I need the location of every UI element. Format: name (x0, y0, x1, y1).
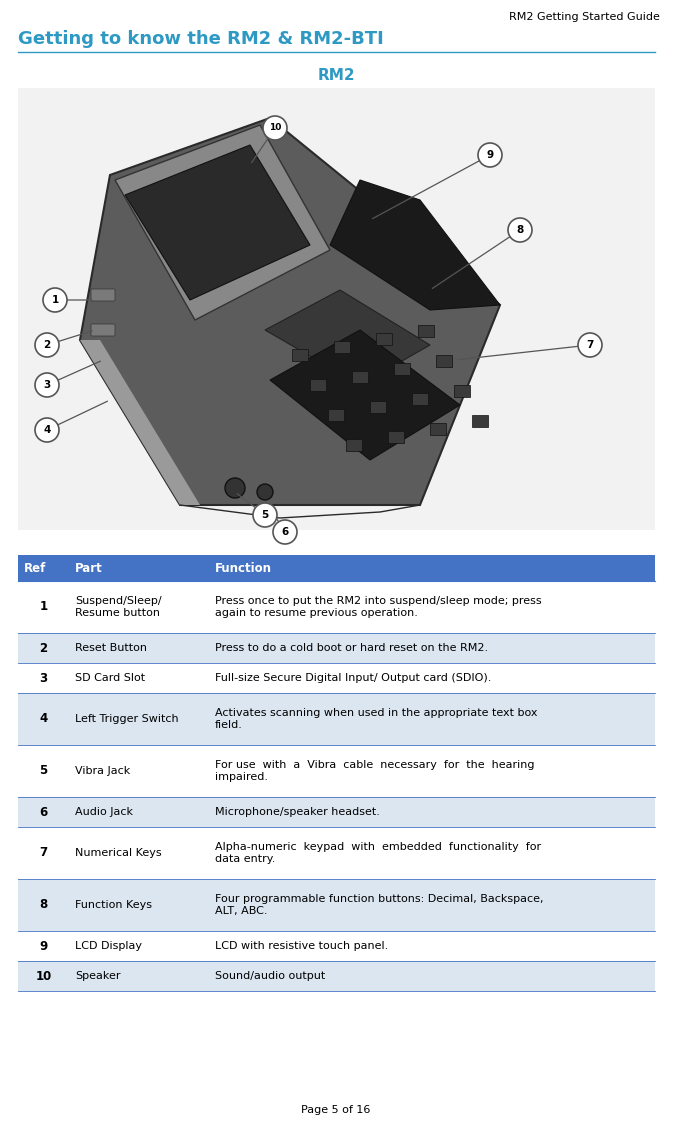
Circle shape (273, 520, 297, 544)
Text: Ref: Ref (24, 562, 46, 574)
Text: Left Trigger Switch: Left Trigger Switch (75, 714, 178, 724)
FancyBboxPatch shape (18, 879, 655, 931)
Polygon shape (265, 290, 430, 385)
FancyBboxPatch shape (18, 931, 655, 962)
Polygon shape (270, 330, 460, 460)
Polygon shape (352, 371, 368, 383)
Text: 6: 6 (281, 526, 289, 537)
FancyBboxPatch shape (18, 88, 655, 530)
Circle shape (225, 478, 245, 498)
Polygon shape (115, 124, 330, 320)
Text: Page 5 of 16: Page 5 of 16 (302, 1105, 371, 1115)
FancyBboxPatch shape (18, 693, 655, 745)
Text: Press once to put the RM2 into suspend/sleep mode; press
again to resume previou: Press once to put the RM2 into suspend/s… (215, 596, 542, 618)
Polygon shape (376, 333, 392, 345)
Text: Part: Part (75, 562, 103, 574)
FancyBboxPatch shape (91, 324, 115, 336)
Text: RM2: RM2 (317, 69, 355, 83)
Text: Press to do a cold boot or hard reset on the RM2.: Press to do a cold boot or hard reset on… (215, 643, 488, 653)
Circle shape (253, 502, 277, 526)
Polygon shape (472, 415, 488, 427)
FancyBboxPatch shape (18, 962, 655, 991)
Polygon shape (430, 423, 446, 435)
Polygon shape (418, 325, 434, 337)
Text: 8: 8 (516, 225, 524, 235)
Text: Activates scanning when used in the appropriate text box
field.: Activates scanning when used in the appr… (215, 708, 538, 730)
Text: Speaker: Speaker (75, 971, 120, 981)
Text: 4: 4 (39, 713, 48, 725)
FancyBboxPatch shape (18, 745, 655, 797)
Circle shape (43, 288, 67, 312)
Polygon shape (125, 145, 310, 300)
Circle shape (263, 116, 287, 140)
Text: 10: 10 (36, 970, 52, 982)
Polygon shape (436, 355, 452, 367)
Circle shape (35, 373, 59, 397)
Text: 5: 5 (261, 510, 269, 520)
Text: 5: 5 (39, 764, 48, 778)
Text: 2: 2 (40, 642, 48, 654)
Polygon shape (412, 393, 428, 405)
Circle shape (35, 333, 59, 357)
Text: 2: 2 (43, 340, 50, 349)
Text: Function Keys: Function Keys (75, 900, 152, 910)
Text: 9: 9 (487, 150, 493, 160)
FancyBboxPatch shape (18, 664, 655, 693)
FancyBboxPatch shape (91, 289, 115, 301)
Text: Microphone/speaker headset.: Microphone/speaker headset. (215, 807, 380, 817)
Text: Alpha-numeric  keypad  with  embedded  functionality  for
data entry.: Alpha-numeric keypad with embedded funct… (215, 842, 541, 863)
Text: Full-size Secure Digital Input/ Output card (SDIO).: Full-size Secure Digital Input/ Output c… (215, 673, 491, 683)
Circle shape (508, 218, 532, 242)
Text: LCD Display: LCD Display (75, 941, 142, 951)
Text: 7: 7 (586, 340, 594, 349)
Polygon shape (454, 385, 470, 397)
FancyBboxPatch shape (18, 797, 655, 827)
Text: Getting to know the RM2 & RM2-BTI: Getting to know the RM2 & RM2-BTI (18, 30, 384, 48)
Text: 10: 10 (269, 123, 281, 132)
Text: 3: 3 (43, 380, 50, 391)
Text: 4: 4 (43, 425, 50, 435)
FancyBboxPatch shape (18, 827, 655, 879)
Polygon shape (80, 118, 500, 505)
Text: Suspend/Sleep/
Resume button: Suspend/Sleep/ Resume button (75, 596, 162, 618)
Text: For use  with  a  Vibra  cable  necessary  for  the  hearing
impaired.: For use with a Vibra cable necessary for… (215, 761, 534, 782)
Polygon shape (370, 401, 386, 413)
FancyBboxPatch shape (18, 555, 655, 581)
Text: 3: 3 (40, 671, 48, 684)
Text: RM2 Getting Started Guide: RM2 Getting Started Guide (509, 13, 660, 22)
Text: 1: 1 (51, 295, 59, 305)
Text: SD Card Slot: SD Card Slot (75, 673, 145, 683)
Polygon shape (394, 363, 410, 375)
Text: 7: 7 (40, 846, 48, 860)
Polygon shape (334, 341, 350, 353)
Circle shape (578, 333, 602, 357)
Polygon shape (310, 379, 326, 391)
FancyBboxPatch shape (18, 581, 655, 633)
Polygon shape (80, 340, 200, 505)
Text: Four programmable function buttons: Decimal, Backspace,
ALT, ABC.: Four programmable function buttons: Deci… (215, 894, 544, 916)
Polygon shape (388, 431, 404, 443)
Text: 1: 1 (40, 601, 48, 613)
Text: LCD with resistive touch panel.: LCD with resistive touch panel. (215, 941, 388, 951)
Text: Audio Jack: Audio Jack (75, 807, 133, 817)
Polygon shape (328, 409, 344, 421)
Text: 6: 6 (39, 805, 48, 819)
Text: Vibra Jack: Vibra Jack (75, 766, 130, 777)
Circle shape (478, 143, 502, 167)
Polygon shape (292, 349, 308, 361)
Text: Reset Button: Reset Button (75, 643, 147, 653)
Text: Numerical Keys: Numerical Keys (75, 849, 162, 858)
Polygon shape (346, 439, 362, 451)
Circle shape (35, 418, 59, 442)
FancyBboxPatch shape (18, 633, 655, 664)
Text: 9: 9 (39, 940, 48, 952)
Polygon shape (330, 180, 500, 309)
Text: Function: Function (215, 562, 272, 574)
Text: Sound/audio output: Sound/audio output (215, 971, 325, 981)
Circle shape (257, 484, 273, 500)
Text: 8: 8 (39, 899, 48, 911)
